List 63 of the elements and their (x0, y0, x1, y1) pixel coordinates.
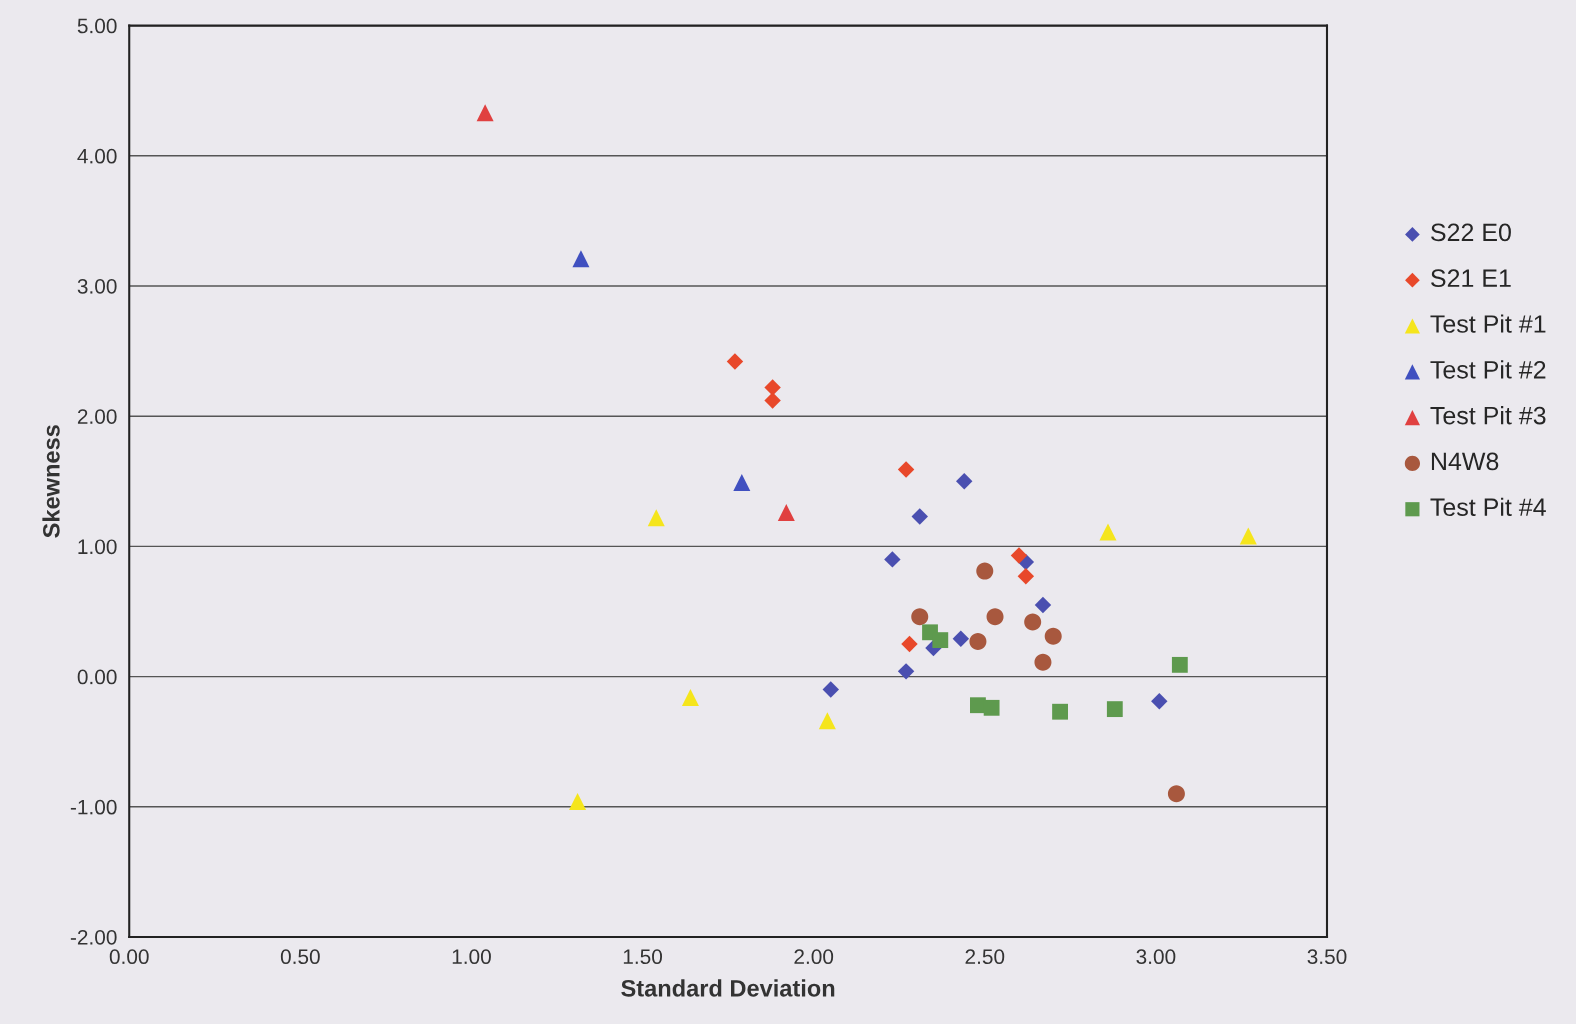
point (1167, 785, 1185, 803)
point (572, 250, 590, 268)
point (932, 632, 949, 649)
point (976, 562, 994, 580)
x-tick-label: 1.00 (452, 949, 491, 965)
point (952, 630, 970, 648)
point (726, 353, 744, 370)
point (901, 635, 918, 653)
point (1052, 703, 1068, 720)
x-tick-label: 3.50 (1307, 949, 1347, 965)
legend-label: Test Pit #1 (1430, 314, 1546, 333)
point (1239, 527, 1257, 545)
point (897, 461, 915, 478)
point (733, 474, 751, 492)
point (1034, 653, 1052, 671)
y-tick-label: 4.00 (77, 148, 117, 164)
point (1024, 613, 1042, 631)
legend-label: S22 E0 (1431, 223, 1511, 242)
point (911, 608, 929, 626)
point (986, 608, 1004, 626)
x-tick-label: 2.00 (794, 949, 834, 965)
legend-label: N4W8 (1431, 452, 1499, 471)
point (983, 699, 1000, 716)
y-tick-label: 5.00 (77, 18, 117, 34)
y-tick-label: -1.00 (70, 799, 117, 815)
point (1171, 656, 1188, 673)
x-tick-label: 0.00 (109, 949, 149, 965)
legend-label: Test Pit #3 (1430, 406, 1546, 425)
x-tick-label: 1.50 (623, 949, 663, 965)
point (1010, 547, 1028, 564)
point (818, 712, 836, 730)
point (764, 379, 781, 396)
y-tick-label: 1.00 (78, 539, 117, 555)
point (569, 793, 587, 811)
point (1034, 596, 1052, 614)
point (897, 663, 915, 680)
point (956, 473, 973, 490)
x-tick-label: 2.50 (965, 949, 1005, 965)
x-tick-label: 0.50 (280, 949, 320, 965)
y-tick-label: 0.00 (77, 669, 117, 685)
y-tick-label: 3.00 (77, 278, 117, 294)
x-tick-label: 3.00 (1136, 949, 1176, 965)
point (476, 104, 494, 122)
legend-label: Test Pit #2 (1430, 360, 1546, 379)
point (764, 392, 781, 409)
point (1017, 568, 1035, 585)
point (681, 688, 699, 706)
point (777, 504, 795, 522)
point (1099, 523, 1117, 541)
legend-label: Test Pit #4 (1430, 497, 1546, 517)
point (884, 551, 901, 568)
point (822, 681, 839, 698)
point (911, 508, 928, 525)
point (969, 632, 987, 650)
point (1106, 701, 1123, 718)
x-axis-title: Standard Deviation (621, 979, 835, 997)
point (647, 509, 665, 527)
y-tick-label: -2.00 (70, 929, 117, 945)
y-axis-title: Skewness (42, 425, 60, 538)
point (1151, 693, 1168, 710)
point (1044, 627, 1062, 645)
legend-label: S21 E1 (1431, 269, 1511, 288)
y-tick-label: 2.00 (77, 409, 117, 424)
